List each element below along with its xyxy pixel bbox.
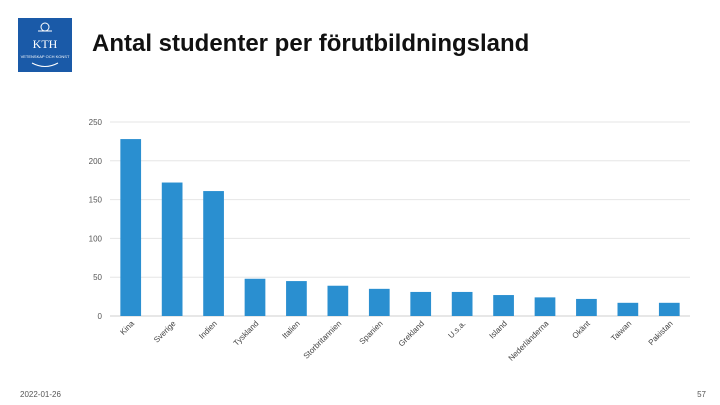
y-tick-label: 250 — [89, 118, 103, 127]
x-tick-label: Pakistan — [647, 319, 675, 347]
bar — [534, 297, 556, 316]
y-tick-label: 200 — [89, 157, 103, 166]
footer-date: 2022-01-26 — [20, 390, 61, 399]
x-tick-label: Indien — [197, 319, 219, 341]
x-tick-label: Storbritannien — [302, 319, 344, 361]
bar — [576, 298, 597, 316]
x-tick-label: Island — [488, 319, 509, 340]
x-tick-label: U.s.a. — [446, 319, 467, 340]
page-title: Antal studenter per förutbildningsland — [92, 30, 530, 57]
x-tick-label: Italien — [280, 319, 301, 340]
x-tick-label: Taiwan — [609, 319, 633, 343]
x-tick-label: Tyskland — [232, 319, 261, 348]
bar — [493, 295, 514, 316]
x-tick-label: Nederländerna — [507, 319, 551, 363]
kth-logo: KTH VETENSKAP OCH KONST — [18, 18, 72, 72]
x-tick-label: Grekland — [397, 319, 426, 348]
bar — [244, 278, 266, 316]
y-tick-label: 0 — [98, 312, 103, 321]
y-tick-label: 100 — [89, 234, 103, 243]
x-tick-label: Kina — [118, 319, 136, 337]
bar — [451, 291, 473, 316]
x-tick-label: Sverige — [152, 319, 178, 345]
bar — [410, 291, 432, 316]
bar — [203, 191, 224, 316]
bar — [658, 302, 680, 316]
bar — [286, 281, 307, 316]
bar — [368, 288, 390, 316]
bar — [327, 285, 349, 316]
svg-text:VETENSKAP OCH KONST: VETENSKAP OCH KONST — [21, 54, 70, 59]
x-tick-label: Okänt — [570, 319, 592, 341]
y-tick-label: 50 — [93, 273, 102, 282]
bar — [161, 182, 183, 316]
svg-text:KTH: KTH — [33, 37, 58, 51]
page-number: 57 — [697, 390, 706, 399]
bar — [617, 302, 639, 316]
bar — [120, 139, 142, 316]
x-tick-label: Spanien — [358, 319, 385, 346]
y-tick-label: 150 — [89, 196, 103, 205]
